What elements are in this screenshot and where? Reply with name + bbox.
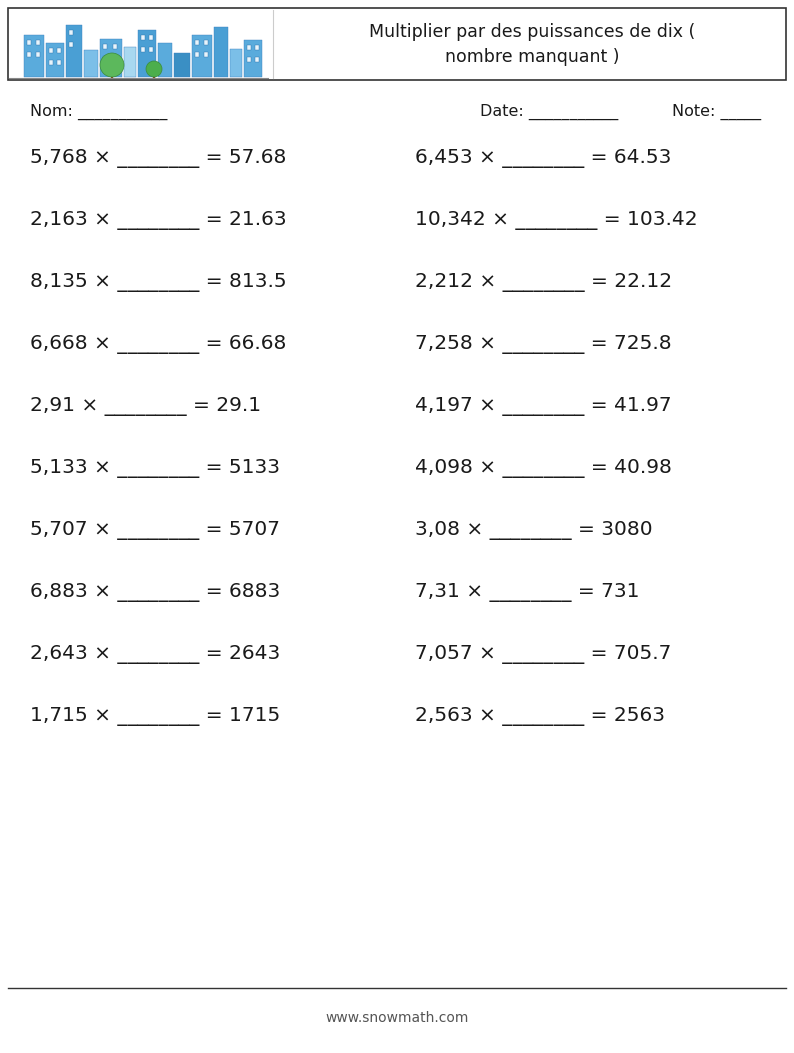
Bar bbox=[27, 52, 31, 57]
Text: 2,563 × ________ = 2563: 2,563 × ________ = 2563 bbox=[415, 707, 665, 726]
Bar bbox=[113, 56, 117, 61]
Bar bbox=[195, 40, 199, 45]
Bar bbox=[141, 47, 145, 52]
Text: 3,08 × ________ = 3080: 3,08 × ________ = 3080 bbox=[415, 520, 653, 539]
Text: Nom: ___________: Nom: ___________ bbox=[30, 104, 168, 120]
Bar bbox=[192, 35, 212, 77]
Bar bbox=[141, 35, 145, 40]
Bar bbox=[103, 56, 107, 61]
Circle shape bbox=[100, 53, 124, 77]
Text: Multiplier par des puissances de dix (: Multiplier par des puissances de dix ( bbox=[369, 23, 695, 41]
Text: 5,133 × ________ = 5133: 5,133 × ________ = 5133 bbox=[30, 458, 280, 477]
Bar bbox=[204, 40, 208, 45]
Text: 4,098 × ________ = 40.98: 4,098 × ________ = 40.98 bbox=[415, 458, 672, 477]
Bar bbox=[247, 57, 251, 62]
Text: 6,883 × ________ = 6883: 6,883 × ________ = 6883 bbox=[30, 582, 280, 601]
Bar bbox=[149, 35, 153, 40]
Text: 5,707 × ________ = 5707: 5,707 × ________ = 5707 bbox=[30, 520, 280, 539]
Bar bbox=[138, 29, 156, 77]
Text: 10,342 × ________ = 103.42: 10,342 × ________ = 103.42 bbox=[415, 211, 698, 230]
Bar bbox=[255, 45, 259, 49]
Text: 4,197 × ________ = 41.97: 4,197 × ________ = 41.97 bbox=[415, 397, 672, 416]
Text: 6,668 × ________ = 66.68: 6,668 × ________ = 66.68 bbox=[30, 335, 287, 354]
Bar bbox=[124, 47, 136, 77]
Bar bbox=[49, 48, 53, 53]
Bar bbox=[46, 43, 64, 77]
Text: 7,057 × ________ = 705.7: 7,057 × ________ = 705.7 bbox=[415, 644, 672, 663]
Bar bbox=[69, 29, 73, 35]
Bar bbox=[57, 48, 61, 53]
Text: 8,135 × ________ = 813.5: 8,135 × ________ = 813.5 bbox=[30, 273, 287, 292]
Text: www.snowmath.com: www.snowmath.com bbox=[326, 1011, 468, 1025]
Bar bbox=[36, 52, 40, 57]
Bar bbox=[57, 60, 61, 65]
Bar bbox=[8, 8, 786, 80]
Bar bbox=[195, 52, 199, 57]
Text: 6,453 × ________ = 64.53: 6,453 × ________ = 64.53 bbox=[415, 148, 672, 167]
Bar bbox=[247, 45, 251, 49]
Text: 2,91 × ________ = 29.1: 2,91 × ________ = 29.1 bbox=[30, 397, 261, 416]
Bar bbox=[174, 53, 190, 77]
Text: 7,258 × ________ = 725.8: 7,258 × ________ = 725.8 bbox=[415, 335, 672, 354]
Bar bbox=[158, 43, 172, 77]
Text: 5,768 × ________ = 57.68: 5,768 × ________ = 57.68 bbox=[30, 148, 287, 167]
Text: 7,31 × ________ = 731: 7,31 × ________ = 731 bbox=[415, 582, 639, 601]
Bar bbox=[27, 40, 31, 45]
Bar bbox=[204, 52, 208, 57]
Bar bbox=[36, 40, 40, 45]
Bar bbox=[230, 49, 242, 77]
Bar bbox=[103, 44, 107, 49]
Bar bbox=[214, 27, 228, 77]
Text: Note: _____: Note: _____ bbox=[672, 104, 761, 120]
Bar bbox=[24, 35, 44, 77]
Bar bbox=[100, 39, 122, 77]
Text: nombre manquant ): nombre manquant ) bbox=[445, 48, 619, 66]
Text: 2,212 × ________ = 22.12: 2,212 × ________ = 22.12 bbox=[415, 273, 673, 292]
Bar bbox=[69, 42, 73, 47]
Bar bbox=[84, 49, 98, 77]
Circle shape bbox=[146, 61, 162, 77]
Text: Date: ___________: Date: ___________ bbox=[480, 104, 619, 120]
Bar bbox=[149, 47, 153, 52]
Bar bbox=[244, 40, 262, 77]
Text: 2,643 × ________ = 2643: 2,643 × ________ = 2643 bbox=[30, 644, 280, 663]
Text: 1,715 × ________ = 1715: 1,715 × ________ = 1715 bbox=[30, 707, 280, 726]
Bar bbox=[66, 25, 82, 77]
Text: 2,163 × ________ = 21.63: 2,163 × ________ = 21.63 bbox=[30, 211, 287, 230]
Bar bbox=[255, 57, 259, 62]
Bar bbox=[49, 60, 53, 65]
Bar bbox=[113, 44, 117, 49]
